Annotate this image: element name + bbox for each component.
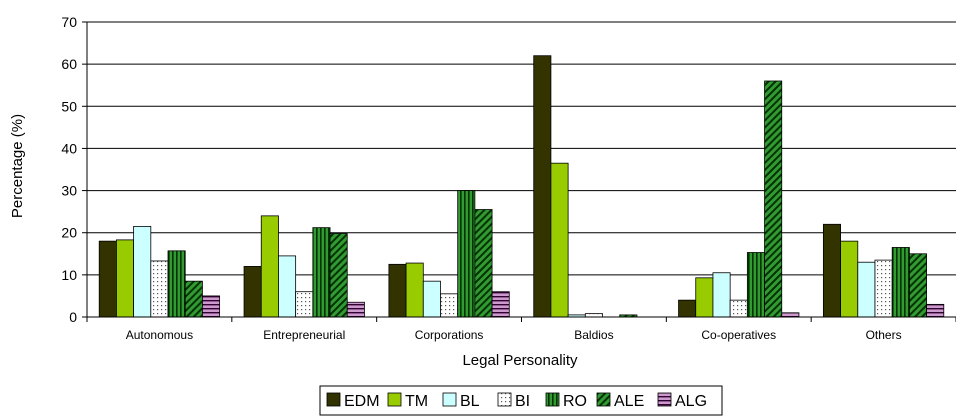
bar-alg-co-operatives bbox=[781, 312, 800, 318]
bar-ro-co-operatives bbox=[746, 252, 765, 318]
bar-ale-co-operatives bbox=[764, 80, 783, 318]
bar-bl-corporations bbox=[422, 280, 441, 318]
legend-label-alg: ALG bbox=[675, 393, 707, 410]
bar-tm-others bbox=[840, 240, 859, 318]
bar-edm-co-operatives bbox=[678, 299, 697, 318]
y-tick-label: 60 bbox=[61, 56, 77, 72]
bar-tm-baldios bbox=[550, 162, 569, 318]
legend-label-bl: BL bbox=[460, 393, 480, 410]
bar-bi-corporations bbox=[440, 293, 459, 318]
bar-edm-corporations bbox=[388, 263, 407, 318]
x-category-label: Corporations bbox=[415, 328, 484, 342]
legend-box bbox=[319, 385, 723, 416]
bar-alg-others bbox=[926, 303, 945, 318]
bar-alg-corporations bbox=[491, 291, 510, 318]
legend-swatch-ale bbox=[596, 392, 611, 407]
legend: EDM TM BL BI RO ALE ALG bbox=[319, 385, 723, 416]
y-tick-label: 20 bbox=[61, 225, 77, 241]
bar-bi-entrepreneurial bbox=[295, 291, 314, 318]
x-category-label: Entrepreneurial bbox=[263, 328, 345, 342]
bar-bl-entrepreneurial bbox=[278, 255, 297, 318]
bar-alg-entrepreneurial bbox=[346, 301, 365, 318]
y-tick-label: 50 bbox=[61, 98, 77, 114]
legend-swatch-edm bbox=[326, 392, 341, 407]
legend-swatch-bi bbox=[497, 392, 512, 407]
bar-ale-others bbox=[908, 253, 927, 318]
bar-ale-autonomous bbox=[184, 280, 203, 318]
axes bbox=[82, 21, 956, 322]
legend-label-ale: ALE bbox=[614, 393, 644, 410]
bar-ale-entrepreneurial bbox=[329, 233, 348, 318]
bar-tm-autonomous bbox=[116, 239, 135, 318]
bar-bl-co-operatives bbox=[712, 272, 731, 318]
bar-ro-corporations bbox=[457, 190, 476, 318]
x-axis-title: Legal Personality bbox=[462, 352, 578, 369]
y-axis-title: Percentage (%) bbox=[9, 114, 26, 218]
y-tick-label: 10 bbox=[61, 267, 77, 283]
y-tick-label: 70 bbox=[61, 14, 77, 30]
bar-bi-baldios bbox=[584, 313, 603, 318]
bar-edm-entrepreneurial bbox=[243, 266, 262, 318]
y-tick-label: 0 bbox=[69, 309, 77, 325]
legend-label-tm: TM bbox=[405, 393, 428, 410]
legend-label-ro: RO bbox=[563, 393, 587, 410]
bar-edm-others bbox=[822, 223, 841, 318]
gridlines bbox=[87, 21, 956, 276]
bar-tm-co-operatives bbox=[695, 277, 714, 318]
bar-bl-others bbox=[857, 261, 876, 318]
legend-swatch-alg bbox=[657, 392, 672, 407]
x-category-label: Co-operatives bbox=[701, 328, 776, 342]
bar-alg-autonomous bbox=[202, 295, 221, 318]
bar-bi-co-operatives bbox=[729, 299, 748, 318]
bar-edm-autonomous bbox=[98, 240, 117, 318]
bar-bl-autonomous bbox=[133, 225, 152, 318]
y-tick-labels: 0 10 20 30 40 50 60 70 bbox=[61, 14, 77, 325]
bars bbox=[98, 55, 945, 318]
y-tick-label: 30 bbox=[61, 183, 77, 199]
bar-tm-corporations bbox=[405, 262, 424, 318]
x-category-label: Baldios bbox=[574, 328, 613, 342]
x-category-label: Autonomous bbox=[126, 328, 193, 342]
bar-ale-corporations bbox=[474, 209, 493, 318]
legend-swatch-bl bbox=[442, 392, 457, 407]
x-category-labels: Autonomous Entrepreneurial Corporations Bal… bbox=[126, 328, 902, 342]
legend-label-edm: EDM bbox=[344, 393, 380, 410]
bar-tm-entrepreneurial bbox=[260, 215, 279, 318]
bar-ro-others bbox=[891, 247, 910, 318]
legend-label-bi: BI bbox=[515, 393, 530, 410]
bar-bi-autonomous bbox=[150, 260, 169, 318]
bar-ro-entrepreneurial bbox=[312, 227, 331, 318]
x-category-label: Others bbox=[866, 328, 902, 342]
bar-bi-others bbox=[874, 259, 893, 318]
legend-swatch-ro bbox=[545, 392, 560, 407]
y-tick-label: 40 bbox=[61, 140, 77, 156]
legend-swatch-tm bbox=[387, 392, 402, 407]
bar-edm-baldios bbox=[533, 55, 552, 318]
bar-ro-autonomous bbox=[167, 250, 186, 318]
